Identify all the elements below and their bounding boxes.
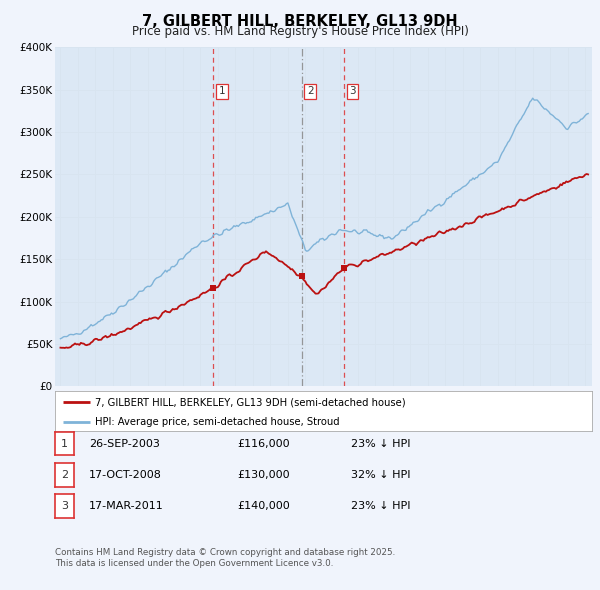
Text: 1: 1 [61, 439, 68, 448]
Text: HPI: Average price, semi-detached house, Stroud: HPI: Average price, semi-detached house,… [95, 418, 340, 428]
Text: 23% ↓ HPI: 23% ↓ HPI [351, 439, 410, 448]
Text: 3: 3 [349, 86, 356, 96]
Text: Price paid vs. HM Land Registry's House Price Index (HPI): Price paid vs. HM Land Registry's House … [131, 25, 469, 38]
Text: 7, GILBERT HILL, BERKELEY, GL13 9DH (semi-detached house): 7, GILBERT HILL, BERKELEY, GL13 9DH (sem… [95, 398, 406, 408]
Text: 1: 1 [218, 86, 225, 96]
Text: 32% ↓ HPI: 32% ↓ HPI [351, 470, 410, 480]
Text: 17-MAR-2011: 17-MAR-2011 [89, 502, 164, 511]
Text: £140,000: £140,000 [237, 502, 290, 511]
Text: 2: 2 [307, 86, 314, 96]
Text: 17-OCT-2008: 17-OCT-2008 [89, 470, 161, 480]
Text: Contains HM Land Registry data © Crown copyright and database right 2025.
This d: Contains HM Land Registry data © Crown c… [55, 548, 395, 568]
Text: 26-SEP-2003: 26-SEP-2003 [89, 439, 160, 448]
Text: 23% ↓ HPI: 23% ↓ HPI [351, 502, 410, 511]
Text: 7, GILBERT HILL, BERKELEY, GL13 9DH: 7, GILBERT HILL, BERKELEY, GL13 9DH [142, 14, 458, 29]
Text: 2: 2 [61, 470, 68, 480]
Text: 3: 3 [61, 502, 68, 511]
Text: £116,000: £116,000 [237, 439, 290, 448]
Text: £130,000: £130,000 [237, 470, 290, 480]
